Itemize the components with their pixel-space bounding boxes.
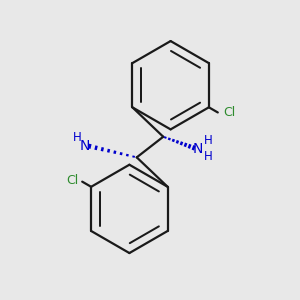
Text: N: N: [193, 142, 203, 155]
Text: N: N: [80, 139, 90, 153]
Text: H: H: [204, 150, 212, 163]
Text: Cl: Cl: [223, 106, 235, 119]
Text: H: H: [204, 134, 212, 147]
Text: Cl: Cl: [66, 174, 79, 187]
Text: H: H: [73, 131, 82, 144]
